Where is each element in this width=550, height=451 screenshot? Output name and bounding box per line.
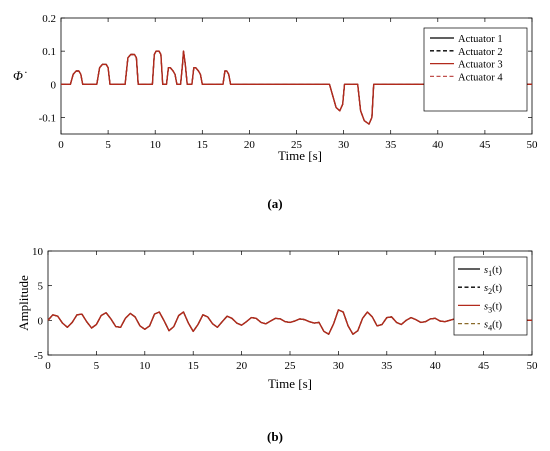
legend-label: Actuator 3 [458, 60, 503, 71]
y-tick-label: 10 [32, 246, 44, 258]
y-tick-label: 0.1 [42, 46, 56, 58]
x-tick-label: 10 [139, 360, 151, 372]
x-tick-label: 0 [58, 139, 64, 151]
x-tick-label: 5 [94, 360, 100, 372]
legend-label: s1(t) [484, 265, 503, 278]
legend-label: Actuator 2 [458, 47, 503, 58]
legend-label: Actuator 1 [458, 34, 503, 45]
x-tick-label: 0 [45, 360, 51, 372]
x-tick-label: 30 [338, 139, 350, 151]
x-tick-label: 50 [527, 139, 539, 151]
x-tick-label: 50 [527, 360, 539, 372]
legend-label: Actuator 4 [458, 72, 503, 83]
y-tick-label: -5 [34, 350, 44, 362]
x-tick-label: 20 [236, 360, 248, 372]
x-tick-label: 35 [385, 139, 397, 151]
x-axis-label-b: Time [s] [268, 376, 312, 391]
panel-caption-b: (b) [267, 429, 283, 444]
y-tick-label: 0 [51, 79, 57, 91]
x-tick-label: 25 [285, 360, 297, 372]
x-axis-label-a: Time [s] [278, 148, 322, 163]
panel-caption-a: (a) [267, 196, 282, 211]
x-tick-label: 30 [333, 360, 345, 372]
legend-label: s3(t) [484, 301, 503, 314]
x-tick-label: 15 [197, 139, 209, 151]
legend-b: s1(t) s2(t) s3(t) s4(t) [453, 256, 528, 336]
x-tick-label: 45 [478, 360, 490, 372]
y-axis-label-a: Φ̇ [13, 68, 27, 83]
y-axis-label-b: Amplitude [16, 275, 31, 331]
series-line-3 [61, 50, 532, 125]
x-tick-label: 25 [291, 139, 303, 151]
x-tick-label: 40 [432, 139, 444, 151]
x-tick-label: 5 [105, 139, 111, 151]
x-tick-label: 35 [381, 360, 393, 372]
x-tick-label: 45 [479, 139, 491, 151]
y-tick-label: 0 [38, 315, 44, 327]
legend-label: s4(t) [484, 320, 503, 333]
x-tick-label: 40 [430, 360, 442, 372]
y-tick-label: -0.1 [39, 112, 56, 124]
y-tick-label: 0.2 [42, 13, 56, 25]
x-tick-label: 10 [150, 139, 162, 151]
legend-label: s2(t) [484, 283, 503, 296]
x-tick-label: 15 [188, 360, 200, 372]
chart-panel-a: 0 5 10 15 20 25 30 35 40 45 50 0.2 0.1 0 -0.1 Φ̇ Time … [13, 13, 538, 211]
x-tick-label: 20 [244, 139, 256, 151]
y-tick-label: 5 [38, 281, 44, 293]
series-line-3 [47, 309, 532, 335]
